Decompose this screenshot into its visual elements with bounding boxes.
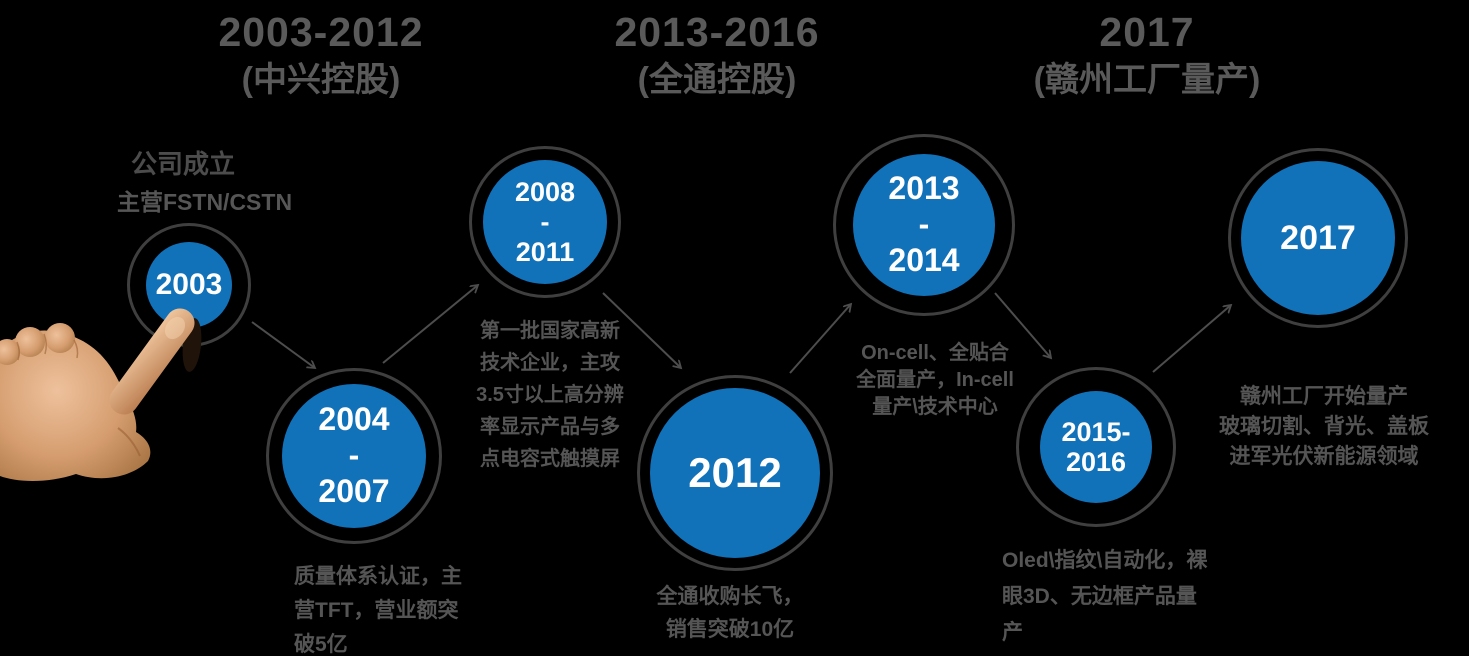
milestone-year: 2017 bbox=[1280, 218, 1356, 257]
phase-label: (赣州工厂量产) bbox=[1033, 61, 1261, 99]
arrow-2015-to-2017 bbox=[1152, 305, 1231, 373]
phase-header-2017: 2017 (赣州工厂量产) bbox=[977, 6, 1317, 102]
milestone-year: 2004 - 2007 bbox=[318, 401, 390, 509]
milestone-2017-note: 赣州工厂开始量产 玻璃切割、背光、盖板 进军光伏新能源领域 bbox=[1219, 385, 1429, 468]
milestone-2004-2007-bubble[interactable]: 2004 - 2007 bbox=[282, 384, 426, 528]
milestone-2015-2016: 2015- 2016 bbox=[1016, 367, 1176, 527]
phase-header-2003-2012: 2003-2012 (中兴控股) bbox=[151, 6, 491, 102]
milestone-2012-bubble[interactable]: 2012 bbox=[650, 388, 820, 558]
arrow-2012-to-2013 bbox=[789, 304, 851, 374]
milestone-year: 2012 bbox=[688, 449, 782, 497]
milestone-year: 2015- 2016 bbox=[1061, 416, 1131, 477]
milestone-2003-note: 主营FSTN/CSTN bbox=[117, 189, 293, 215]
milestone-2004-2007-note: 质量体系认证，主 营TFT，营业额突 破5亿 bbox=[294, 565, 462, 656]
milestone-year: 2013 - 2014 bbox=[888, 170, 960, 278]
milestone-2012: 2012 bbox=[637, 375, 833, 571]
milestone-year: 2003 bbox=[155, 268, 223, 302]
arrow-2003-to-2004 bbox=[251, 321, 315, 368]
milestone-2013-2014-bubble[interactable]: 2013 - 2014 bbox=[853, 154, 995, 296]
milestone-2008-2011-note: 第一批国家高新 技术企业，主攻 3.5寸以上高分辨 率显示产品与多 点电容式触摸… bbox=[476, 320, 624, 470]
milestone-2015-2016-bubble[interactable]: 2015- 2016 bbox=[1040, 391, 1152, 503]
milestone-2003-title: 公司成立 bbox=[131, 149, 236, 179]
milestone-2017: 2017 bbox=[1228, 148, 1408, 328]
phase-header-2013-2016: 2013-2016 (全通控股) bbox=[547, 6, 887, 102]
milestone-2004-2007: 2004 - 2007 bbox=[266, 368, 442, 544]
phase-range: 2017 bbox=[1099, 9, 1195, 55]
milestone-2008-2011: 2008 - 2011 bbox=[469, 146, 621, 298]
milestone-year: 2008 - 2011 bbox=[514, 176, 576, 268]
milestone-2017-bubble[interactable]: 2017 bbox=[1241, 161, 1395, 315]
pointing-hand-icon bbox=[0, 308, 202, 481]
milestone-2013-2014-note: On-cell、全贴合 全面量产，In-cell 量产\技术中心 bbox=[856, 342, 1014, 418]
milestone-2008-2011-bubble[interactable]: 2008 - 2011 bbox=[483, 160, 607, 284]
arrow-2013-to-2015 bbox=[994, 292, 1051, 358]
phase-range: 2003-2012 bbox=[218, 9, 424, 55]
milestone-2013-2014: 2013 - 2014 bbox=[833, 134, 1015, 316]
milestone-2015-2016-note: Oled\指纹\自动化，裸 眼3D、无边框产品量 产 bbox=[1002, 549, 1208, 644]
phase-range: 2013-2016 bbox=[614, 9, 820, 55]
arrow-2008-to-2012 bbox=[602, 292, 681, 368]
phase-label: (全通控股) bbox=[637, 61, 797, 99]
milestone-2012-note: 全通收购长飞， 销售突破10亿 bbox=[656, 585, 804, 641]
arrow-2004-to-2008 bbox=[382, 285, 478, 364]
phase-label: (中兴控股) bbox=[241, 61, 401, 99]
